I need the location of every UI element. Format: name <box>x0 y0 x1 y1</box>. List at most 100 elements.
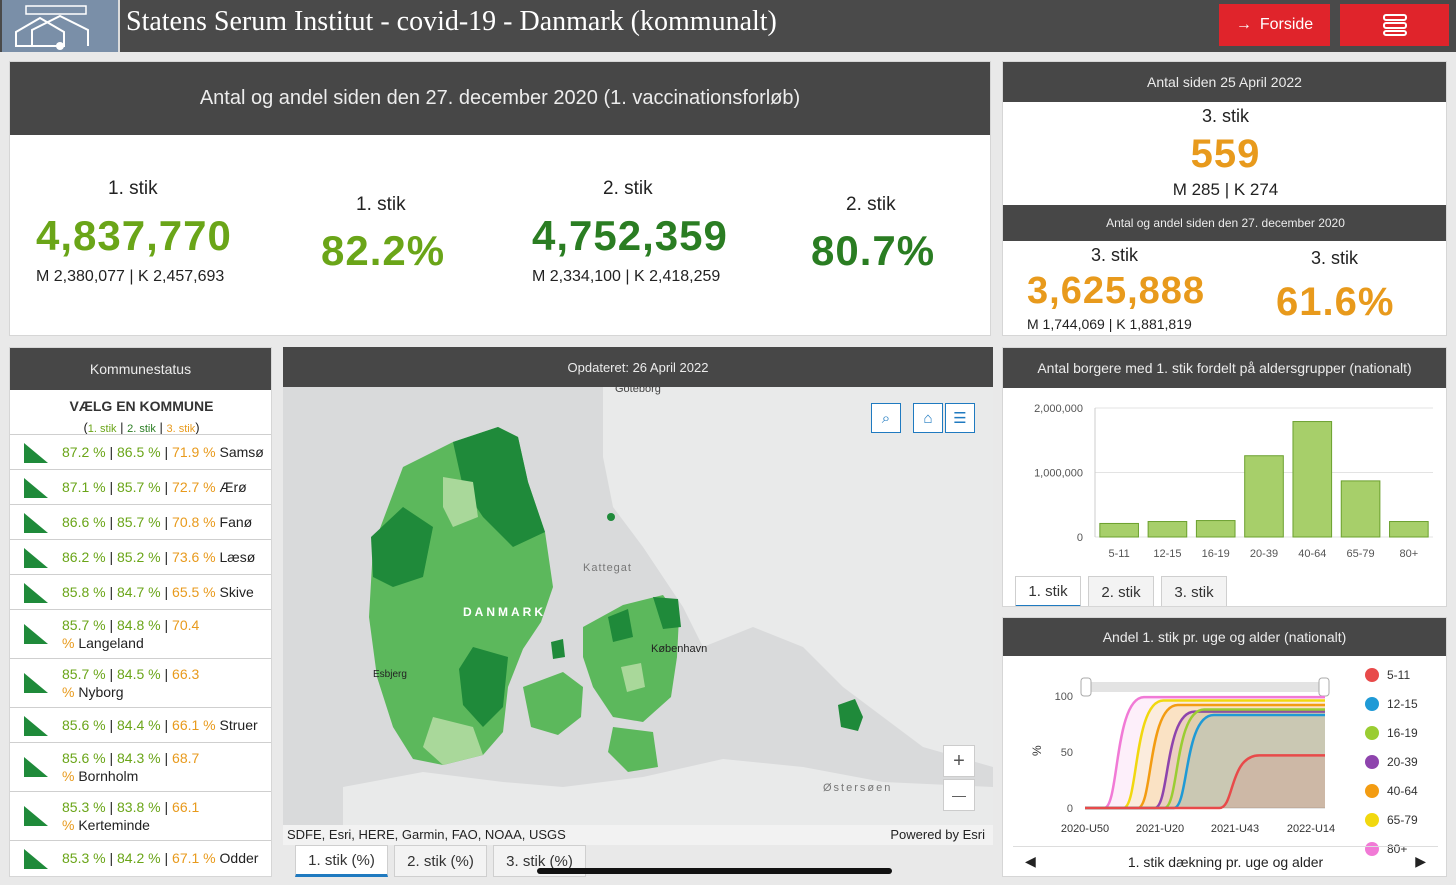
kommune-stik2: 83.8 % <box>117 799 161 815</box>
legend-item[interactable]: 5-11 <box>1365 668 1410 682</box>
kommune-trend-icon <box>24 849 48 869</box>
range-handle-left[interactable] <box>1080 677 1092 697</box>
map-home-button[interactable]: ⌂ <box>913 403 943 433</box>
kommune-trend-icon <box>24 716 48 736</box>
kommune-stik2: 85.2 % <box>117 549 161 565</box>
kommune-row[interactable]: 85.6 % | 84.4 % | 66.1 % Struer <box>10 707 271 742</box>
age-bar[interactable] <box>1292 421 1333 538</box>
legend-item[interactable]: 16-19 <box>1365 726 1418 740</box>
booster-percent: 61.6% <box>1276 280 1395 324</box>
kommune-panel: Kommunestatus VÆLG EN KOMMUNE (1. stik |… <box>9 347 272 877</box>
series-line[interactable] <box>1085 703 1325 810</box>
kommune-name: Struer <box>219 717 258 733</box>
legend-dot <box>1365 726 1379 740</box>
weekly-panel-title: Andel 1. stik pr. uge og alder (national… <box>1003 618 1446 656</box>
kommune-row[interactable]: 85.6 % | 84.3 % | 68.7% Bornholm <box>10 742 271 791</box>
zoom-in-button[interactable]: + <box>943 745 975 777</box>
map-label-danmark: DANMARK <box>463 605 546 619</box>
age-bar[interactable] <box>1244 455 1284 538</box>
search-icon: ⌕ <box>881 409 891 427</box>
home-button[interactable]: → Forside <box>1219 4 1330 46</box>
stat-gender-split: M 2,334,100 | K 2,418,259 <box>532 268 721 285</box>
kommune-name: Læsø <box>219 549 256 565</box>
stat-percent: 80.7% <box>811 227 936 274</box>
kommune-row[interactable]: 85.3 % | 84.2 % | 67.1 % Odder <box>10 840 271 875</box>
age-chart[interactable]: 0 1,000,000 2,000,000 5-11 12-15 16-19 20-39 40… <box>1003 388 1447 568</box>
range-slider[interactable] <box>1085 682 1325 692</box>
age-bar[interactable] <box>1147 521 1188 538</box>
menu-button[interactable] <box>1340 4 1449 46</box>
series-area <box>1085 715 1325 808</box>
kommune-stik3-unit: % <box>62 684 75 700</box>
booster-total-label: 3. stik <box>1091 245 1139 265</box>
kommune-row[interactable]: 85.8 % | 84.7 % | 65.5 % Skive <box>10 574 271 609</box>
age-tab-3[interactable]: 3. stik <box>1161 576 1227 606</box>
kommune-row[interactable]: 85.7 % | 84.8 % | 70.4% Langeland <box>10 609 271 658</box>
kommune-row[interactable]: 85.3 % | 83.8 % | 66.1% Kerteminde <box>10 791 271 840</box>
kommune-trend-icon <box>24 673 48 693</box>
x-tick-label: 2021-U43 <box>1211 823 1259 835</box>
kommune-name: Fanø <box>219 514 253 530</box>
series-line[interactable] <box>1085 695 1325 810</box>
kommune-stik1: 85.6 % <box>62 717 106 733</box>
stat-label: 1. stik <box>108 178 158 199</box>
kommune-panel-title: Kommunestatus <box>10 348 271 390</box>
age-bar[interactable] <box>1340 480 1381 538</box>
kommune-stik1: 85.7 % <box>62 617 106 633</box>
legend-dot <box>1365 784 1379 798</box>
series-line[interactable] <box>1085 754 1325 810</box>
kommune-row[interactable]: 87.2 % | 86.5 % | 71.9 % Samsø <box>10 434 271 469</box>
series-line[interactable] <box>1085 708 1325 810</box>
x-tick-label: 80+ <box>1400 548 1419 560</box>
map-tab-2[interactable]: 2. stik (%) <box>394 845 487 877</box>
kommune-row[interactable]: 87.1 % | 85.7 % | 72.7 % Ærø <box>10 469 271 504</box>
kommune-list[interactable]: 87.2 % | 86.5 % | 71.9 % Samsø 87.1 % | 8… <box>10 434 271 875</box>
stat-value: 4,837,770 <box>36 212 232 259</box>
zoom-out-button[interactable]: — <box>943 779 975 811</box>
series-line[interactable] <box>1085 710 1325 810</box>
kommune-stik2: 84.5 % <box>117 666 161 682</box>
kommune-stik3: 66.1 % <box>172 717 216 733</box>
legend-label: 65-79 <box>1387 813 1418 827</box>
weekly-chart[interactable]: 0 50 100% 2020-U50 2021-U20 2021-U43 2022-U14 <box>1003 656 1363 846</box>
legend-item[interactable]: 65-79 <box>1365 813 1418 827</box>
kommune-row[interactable]: 86.6 % | 85.7 % | 70.8 % Fanø <box>10 504 271 539</box>
legend-item[interactable]: 20-39 <box>1365 755 1418 769</box>
weekly-footer: ◀ 1. stik dækning pr. uge og alder ▶ <box>1013 846 1438 876</box>
map-search-button[interactable]: ⌕ <box>871 403 901 433</box>
denmark-map[interactable]: Göteborg Kattegat DANMARK København Esbj… <box>283 383 993 827</box>
kommune-name: Nyborg <box>78 684 124 700</box>
stat-label: 2. stik <box>603 178 653 199</box>
kommune-row[interactable]: 85.7 % | 84.5 % | 66.3% Nyborg <box>10 658 271 707</box>
legend-label: 12-15 <box>1387 697 1418 711</box>
map-label-ostersoen: Østersøen <box>823 782 893 794</box>
age-tab-2[interactable]: 2. stik <box>1088 576 1154 606</box>
legend-item[interactable]: 80+ <box>1365 842 1407 856</box>
legend-label: 40-64 <box>1387 784 1418 798</box>
age-bar[interactable] <box>1195 520 1236 538</box>
kommune-trend-icon <box>24 513 48 533</box>
map-label-goteborg: Göteborg <box>615 383 661 395</box>
age-tab-1[interactable]: 1. stik <box>1015 576 1081 606</box>
home-indicator <box>537 868 892 874</box>
kommune-name: Odder <box>219 850 259 866</box>
age-bar[interactable] <box>1099 522 1139 538</box>
x-tick-label: 5-11 <box>1109 548 1130 560</box>
chevron-left-icon[interactable]: ◀ <box>1025 853 1036 869</box>
vaccination-panel-title: Antal og andel siden den 27. december 20… <box>10 62 990 135</box>
legend-item[interactable]: 40-64 <box>1365 784 1418 798</box>
series-area <box>1085 711 1325 808</box>
kommune-stik1: 85.3 % <box>62 850 106 866</box>
booster-gender-split: M 285 | K 274 <box>1172 180 1279 199</box>
x-tick-label: 65-79 <box>1347 548 1375 560</box>
range-handle-right[interactable] <box>1318 677 1330 697</box>
legend-item[interactable]: 12-15 <box>1365 697 1418 711</box>
kommune-stik1: 86.6 % <box>62 514 106 530</box>
kommune-row[interactable]: 86.2 % | 85.2 % | 73.6 % Læsø <box>10 539 271 574</box>
age-bar[interactable] <box>1389 521 1429 538</box>
series-line[interactable] <box>1085 699 1325 810</box>
chevron-right-icon[interactable]: ▶ <box>1415 853 1426 869</box>
map-list-button[interactable]: ☰ <box>945 403 975 433</box>
x-tick-label: 20-39 <box>1250 548 1278 560</box>
map-tab-1[interactable]: 1. stik (%) <box>295 845 388 877</box>
